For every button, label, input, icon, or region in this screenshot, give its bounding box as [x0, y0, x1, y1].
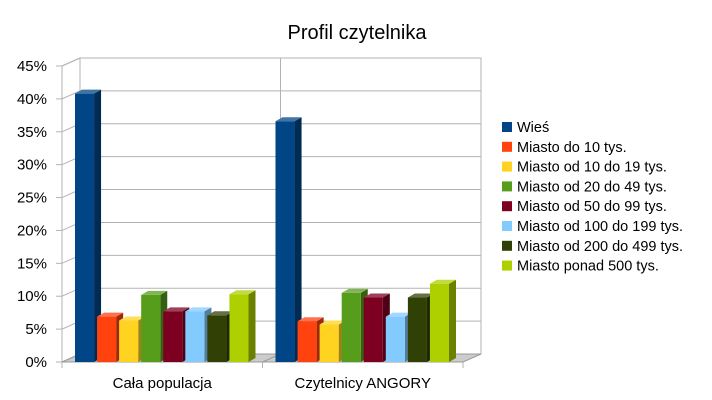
bar-front	[141, 294, 161, 362]
legend-label: Miasto od 200 do 499 tys.	[517, 239, 683, 255]
legend-entry: Miasto do 10 tys.	[502, 140, 627, 156]
legend-swatch	[502, 260, 512, 271]
legend-swatch	[502, 181, 512, 192]
bar-top	[185, 307, 212, 312]
bar-front	[341, 292, 361, 362]
bar-top	[119, 316, 146, 321]
y-tick-label: 15%	[17, 255, 47, 272]
bar	[275, 117, 302, 363]
bar-front	[163, 311, 183, 362]
y-tick-label: 10%	[17, 288, 47, 305]
bar	[229, 290, 256, 362]
bar-top	[297, 317, 324, 322]
bar-side	[449, 279, 456, 362]
legend-label: Wieś	[517, 120, 549, 136]
legend-swatch	[502, 221, 512, 231]
legend-label: Miasto do 10 tys.	[517, 140, 627, 156]
bar-top	[75, 89, 102, 94]
legend-label: Miasto od 20 do 49 tys.	[517, 179, 667, 195]
bar-top	[407, 293, 434, 298]
bar-front	[407, 297, 427, 362]
grid-line	[61, 57, 481, 67]
bar-top	[97, 312, 124, 317]
bar-front	[75, 93, 95, 363]
bar-side	[94, 89, 102, 363]
legend-entry: Miasto ponad 500 tys.	[502, 259, 659, 275]
bar-front	[229, 294, 249, 362]
legend-entry: Wieś	[502, 120, 549, 136]
y-tick-label: 0%	[25, 354, 47, 371]
bar-top	[163, 307, 190, 312]
bar	[429, 279, 456, 362]
y-tick-label: 20%	[17, 222, 47, 239]
bar-top	[141, 290, 168, 295]
legend-entry: Miasto od 10 do 19 tys.	[502, 160, 667, 176]
bar-top	[363, 293, 390, 298]
chart-title: Profil czytelnika	[288, 22, 428, 44]
bars	[75, 89, 456, 363]
legend-entry: Miasto od 100 do 199 tys.	[502, 219, 683, 235]
bar-front	[429, 283, 449, 362]
legend-swatch	[502, 122, 512, 132]
legend-label: Miasto od 100 do 199 tys.	[517, 219, 683, 235]
y-tick-label: 35%	[17, 124, 47, 141]
legend-entry: Miasto od 50 do 99 tys.	[502, 199, 667, 215]
bar-front	[297, 321, 317, 362]
y-tick-label: 5%	[25, 321, 47, 338]
y-tick-label: 25%	[17, 190, 47, 207]
legend-label: Miasto od 50 do 99 tys.	[517, 199, 667, 215]
bar	[141, 290, 168, 362]
legend: Wieś Miasto do 10 tys. Miasto od 10 do 19 …	[502, 120, 683, 275]
x-category-label: Cała populacja	[113, 375, 213, 392]
bar-front	[385, 316, 405, 362]
bar-top	[207, 311, 234, 316]
bar-side	[294, 117, 302, 363]
bar-top	[385, 312, 412, 317]
bar-top	[341, 288, 368, 293]
bar-side	[248, 290, 256, 362]
legend-label: Miasto od 10 do 19 tys.	[517, 160, 667, 176]
bar-front	[363, 297, 383, 362]
bar-top	[275, 117, 302, 122]
y-tick-label: 45%	[17, 58, 47, 75]
bar	[75, 89, 102, 363]
bar-front	[119, 320, 139, 362]
legend-swatch	[502, 161, 512, 172]
bar-top	[429, 279, 456, 284]
x-axis-categories: Cała populacja Czytelnicy ANGORY	[113, 375, 431, 392]
y-tick-label: 40%	[17, 91, 47, 108]
legend-entry: Miasto od 20 do 49 tys.	[502, 179, 667, 195]
x-category-label: Czytelnicy ANGORY	[295, 375, 431, 392]
legend-swatch	[502, 201, 512, 212]
bar-top	[229, 290, 256, 295]
bar-front	[185, 311, 205, 362]
legend-label: Miasto ponad 500 tys.	[517, 259, 659, 275]
legend-swatch	[502, 141, 512, 152]
legend-swatch	[502, 240, 512, 251]
bar-front	[275, 121, 295, 363]
bar-top	[319, 320, 346, 325]
legend-entry: Miasto od 200 do 499 tys.	[502, 239, 683, 255]
y-tick-label: 30%	[17, 157, 47, 174]
bar-front	[97, 316, 117, 362]
bar-front	[319, 324, 339, 362]
y-axis-ticks: 0% 5% 10% 15% 20% 25% 30% 35% 40% 45%	[17, 58, 62, 371]
bar-front	[207, 315, 227, 362]
